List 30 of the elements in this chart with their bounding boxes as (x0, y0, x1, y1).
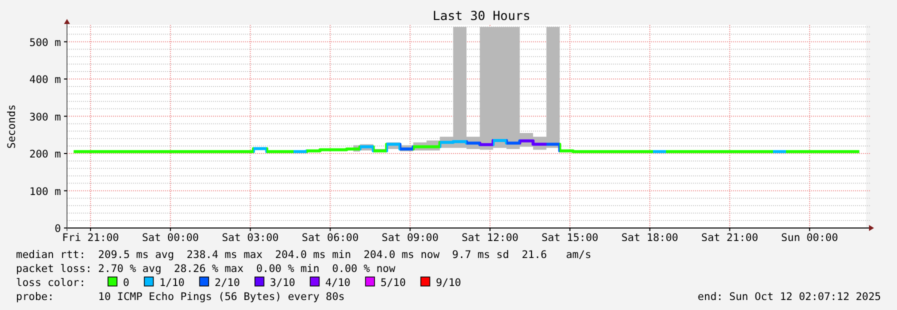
text: end: Sun Oct 12 02:07:12 2025 (698, 291, 881, 303)
text: probe: 10 ICMP Echo Pings (56 Bytes) every 80s (16, 291, 345, 303)
y-tick-label: 500 m (29, 36, 61, 49)
text: 0 (123, 277, 130, 289)
legend-label: 9/10 (436, 277, 462, 289)
legend-label: 5/10 (380, 277, 406, 289)
legend-label: 2/10 (214, 277, 240, 289)
y-tick-label: 400 m (29, 74, 61, 86)
legend-label: 4/10 (325, 277, 351, 289)
y-tick-label: 200 m (29, 148, 61, 161)
legend-title: loss color: (16, 277, 86, 289)
x-tick-label: Sat 15:00 (541, 232, 598, 244)
chart-title: Last 30 Hours (432, 8, 530, 23)
x-tick-label: Sat 18:00 (621, 232, 678, 244)
y-tick-label: 300 m (29, 111, 61, 124)
legend-label: 1/10 (159, 277, 185, 289)
y-tick-label: 0 (54, 223, 61, 235)
text: packet loss: 2.70 % avg 28.26 % max 0.00 % min 0.00 % now (16, 263, 396, 275)
text: median rtt: 209.5 ms avg 238.4 ms max 204.0 ms min 204.0 ms now 9.7 ms sd 21.6 am/s (16, 249, 592, 261)
legend-label: 3/10 (270, 277, 296, 289)
y-axis-title: Seconds (6, 104, 18, 149)
x-tick-label: Sat 06:00 (302, 232, 359, 244)
x-tick-label: Fri 21:00 (62, 232, 119, 244)
x-tick-label: Sat 03:00 (222, 232, 279, 244)
x-tick-label: Sat 09:00 (382, 232, 439, 244)
x-tick-label: Sat 00:00 (142, 232, 199, 244)
x-tick-label: Sat 12:00 (462, 232, 518, 244)
x-tick-label: Sat 21:00 (701, 232, 758, 244)
x-tick-label: Sun 00:00 (781, 232, 838, 244)
y-tick-label: 100 m (29, 186, 61, 198)
